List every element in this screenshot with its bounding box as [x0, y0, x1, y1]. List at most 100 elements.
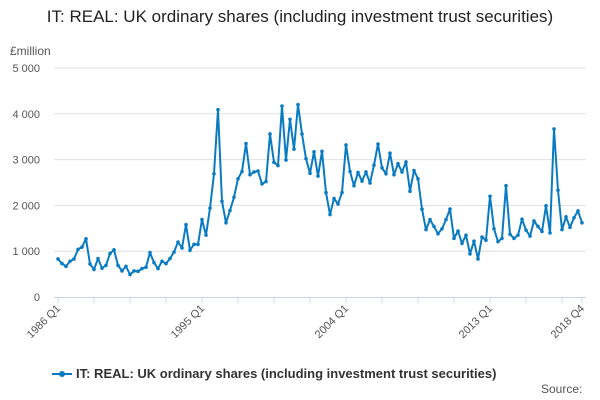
x-tick-label: 2013 Q1	[457, 303, 495, 341]
data-point	[464, 233, 468, 237]
data-point	[564, 215, 568, 219]
data-point	[552, 127, 556, 131]
data-point	[308, 171, 312, 176]
x-tick-label: 2004 Q1	[313, 303, 351, 341]
data-point	[576, 209, 580, 213]
series-line	[57, 103, 583, 276]
data-point	[356, 170, 360, 175]
data-point	[176, 240, 180, 244]
data-point	[324, 190, 328, 195]
data-point	[528, 234, 532, 238]
data-point	[288, 117, 292, 122]
data-point	[276, 163, 280, 168]
data-point	[540, 229, 544, 234]
data-point	[512, 236, 516, 241]
data-point	[312, 150, 316, 154]
data-point	[164, 261, 168, 266]
data-point	[140, 266, 144, 271]
data-point	[168, 256, 172, 261]
data-point	[556, 188, 560, 193]
data-point	[76, 247, 80, 252]
data-point	[68, 259, 72, 264]
data-point	[264, 179, 268, 184]
data-point	[432, 224, 436, 229]
data-point	[80, 245, 84, 249]
data-point	[548, 231, 552, 235]
data-point	[572, 215, 576, 220]
data-point	[180, 246, 184, 250]
data-point	[360, 179, 364, 183]
legend[interactable]: IT: REAL: UK ordinary shares (including …	[52, 366, 496, 381]
data-point	[100, 266, 104, 270]
data-point	[60, 261, 64, 266]
data-point	[568, 225, 572, 230]
data-point	[404, 160, 408, 164]
y-tick-label: 1 000	[12, 246, 40, 258]
data-point	[400, 170, 404, 174]
data-point	[440, 226, 444, 231]
data-point	[412, 168, 416, 173]
data-point	[472, 239, 476, 243]
data-point	[104, 263, 108, 268]
source-label: Source:	[541, 382, 583, 396]
data-point	[384, 171, 388, 176]
data-point	[328, 212, 332, 217]
data-point	[480, 235, 484, 239]
data-point	[156, 266, 160, 271]
data-point	[192, 242, 196, 247]
data-point	[340, 190, 344, 195]
data-point	[256, 169, 260, 173]
data-point	[272, 160, 276, 165]
data-point	[280, 104, 284, 108]
data-point	[204, 233, 208, 237]
data-point	[436, 231, 440, 236]
data-point	[452, 236, 456, 241]
data-point	[248, 172, 252, 177]
data-point	[220, 199, 224, 204]
data-point	[300, 132, 304, 136]
y-axis-unit: £million	[10, 44, 51, 58]
data-point	[284, 158, 288, 162]
data-point	[84, 237, 88, 241]
data-point	[420, 207, 424, 211]
y-tick-label: 3 000	[12, 155, 40, 167]
data-point	[228, 208, 232, 213]
data-point	[116, 263, 120, 268]
chart-title: IT: REAL: UK ordinary shares (including …	[46, 7, 554, 26]
data-point	[524, 228, 528, 232]
data-point	[320, 149, 324, 154]
data-point	[372, 163, 376, 167]
y-tick-label: 5 000	[12, 63, 40, 75]
x-tick-label: 1995 Q1	[169, 303, 207, 341]
data-point	[392, 172, 396, 177]
legend-line-marker-icon	[52, 368, 72, 380]
data-point	[148, 250, 152, 255]
x-tick-label: 1986 Q1	[25, 303, 63, 341]
data-point	[532, 219, 536, 223]
data-point	[316, 174, 320, 178]
y-tick-label: 2 000	[12, 200, 40, 212]
data-point	[468, 252, 472, 256]
data-point	[252, 170, 256, 174]
data-point	[212, 171, 216, 176]
data-point	[108, 251, 112, 256]
data-point	[500, 236, 504, 241]
data-point	[144, 265, 148, 270]
data-point	[428, 217, 432, 222]
data-point	[492, 226, 496, 231]
data-point	[244, 141, 248, 146]
data-point	[348, 169, 352, 174]
data-point	[448, 207, 452, 211]
data-point	[380, 166, 384, 170]
data-point	[188, 248, 192, 253]
data-point	[504, 183, 508, 188]
data-point	[132, 269, 136, 273]
data-point	[112, 248, 116, 252]
data-point	[152, 260, 156, 265]
data-point	[416, 177, 420, 181]
data-point	[56, 257, 60, 261]
data-point	[240, 169, 244, 174]
data-point	[368, 181, 372, 185]
data-point	[408, 189, 412, 194]
